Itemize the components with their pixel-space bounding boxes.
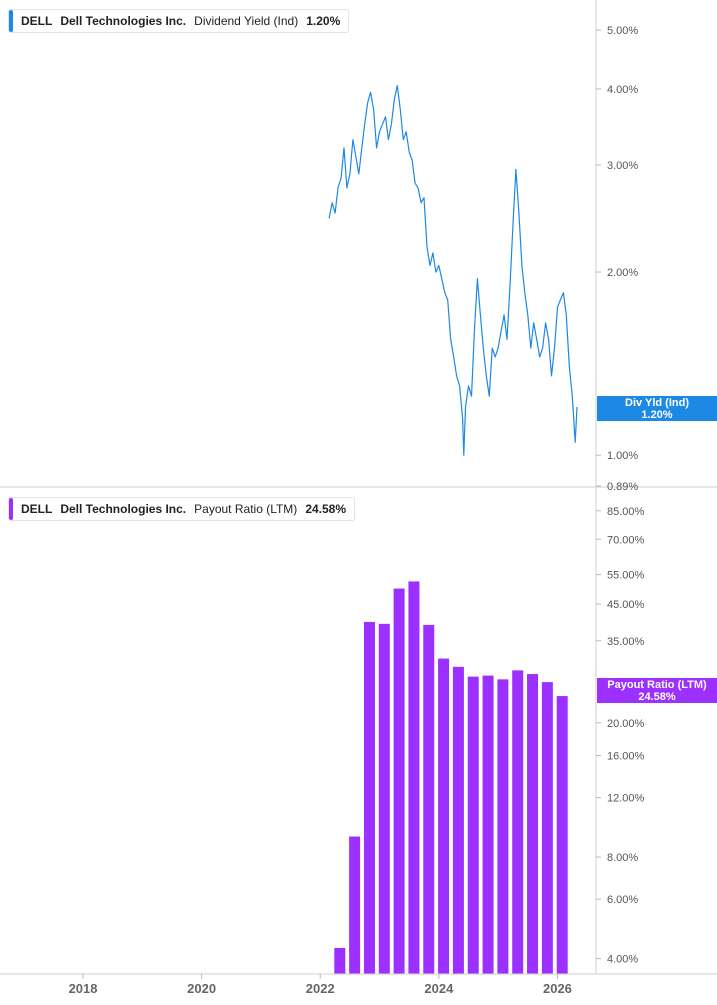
top-y-tick-label: 3.00% [607,160,638,172]
x-tick-label: 2018 [69,981,98,996]
top-legend-value: 1.20% [306,14,341,28]
bottom-flag-value: 24.58% [638,691,676,703]
bottom-y-tick-label: 4.00% [607,954,638,966]
bottom-y-tick-label: 8.00% [607,852,638,864]
payout-ratio-bar [452,666,464,974]
bottom-legend-company: Dell Technologies Inc. [60,502,187,516]
bottom-legend-value: 24.58% [305,502,347,516]
top-y-tick-label: 2.00% [607,267,638,279]
bottom-y-tick-label: 70.00% [607,534,645,546]
top-y-tick-label: 4.00% [607,84,638,96]
bottom-panel-plot [334,581,568,974]
bottom-y-tick-label: 85.00% [607,506,645,518]
bottom-y-tick-label: 45.00% [607,599,645,611]
bottom-y-tick-label: 20.00% [607,718,645,730]
payout-ratio-bar [438,658,450,974]
payout-ratio-bar [467,676,479,974]
top-flag-value: 1.20% [641,409,673,421]
top-y-tick-label: 5.00% [607,25,638,37]
top-flag-label: Div Yld (Ind) [625,397,689,409]
x-tick-label: 2024 [424,981,454,996]
payout-ratio-bar [527,674,539,974]
bottom-legend-metric: Payout Ratio (LTM) [194,502,298,516]
x-tick-label: 2020 [187,981,216,996]
bottom-y-tick-label: 12.00% [607,793,645,805]
payout-ratio-bar [349,836,361,974]
bottom-y-tick-label: 6.00% [607,894,638,906]
payout-ratio-bar [497,679,509,974]
payout-ratio-bar [334,947,346,974]
top-legend-ticker: DELL [21,14,53,28]
bottom-value-flag: Payout Ratio (LTM) 24.58% [597,678,717,703]
bottom-legend-swatch [9,498,13,520]
payout-ratio-bar [408,581,420,974]
bottom-legend: DELL Dell Technologies Inc. Payout Ratio… [8,497,356,521]
top-y-tick-label: 0.89% [607,481,638,493]
bottom-flag-label: Payout Ratio (LTM) [607,679,707,691]
payout-ratio-bar [556,696,568,974]
bottom-y-tick-label: 55.00% [607,570,645,582]
payout-ratio-bar [378,623,390,974]
bottom-legend-ticker: DELL [21,502,53,516]
x-tick-label: 2026 [543,981,572,996]
payout-ratio-bar [482,675,494,974]
payout-ratio-bar [541,682,553,974]
top-legend: DELL Dell Technologies Inc. Dividend Yie… [8,9,350,33]
payout-ratio-bar [423,624,435,974]
payout-ratio-bar [393,588,405,974]
top-value-flag: Div Yld (Ind) 1.20% [597,396,717,421]
top-panel-plot [328,85,578,456]
bottom-y-tick-label: 35.00% [607,636,645,648]
bottom-y-tick-label: 16.00% [607,750,645,762]
x-tick-label: 2022 [306,981,335,996]
top-legend-company: Dell Technologies Inc. [60,14,187,28]
top-y-tick-label: 1.00% [607,450,638,462]
top-legend-metric: Dividend Yield (Ind) [194,14,299,28]
top-legend-swatch [9,10,13,32]
payout-ratio-bar [363,621,375,974]
dividend-yield-line [328,85,578,456]
payout-ratio-bar [512,670,524,974]
